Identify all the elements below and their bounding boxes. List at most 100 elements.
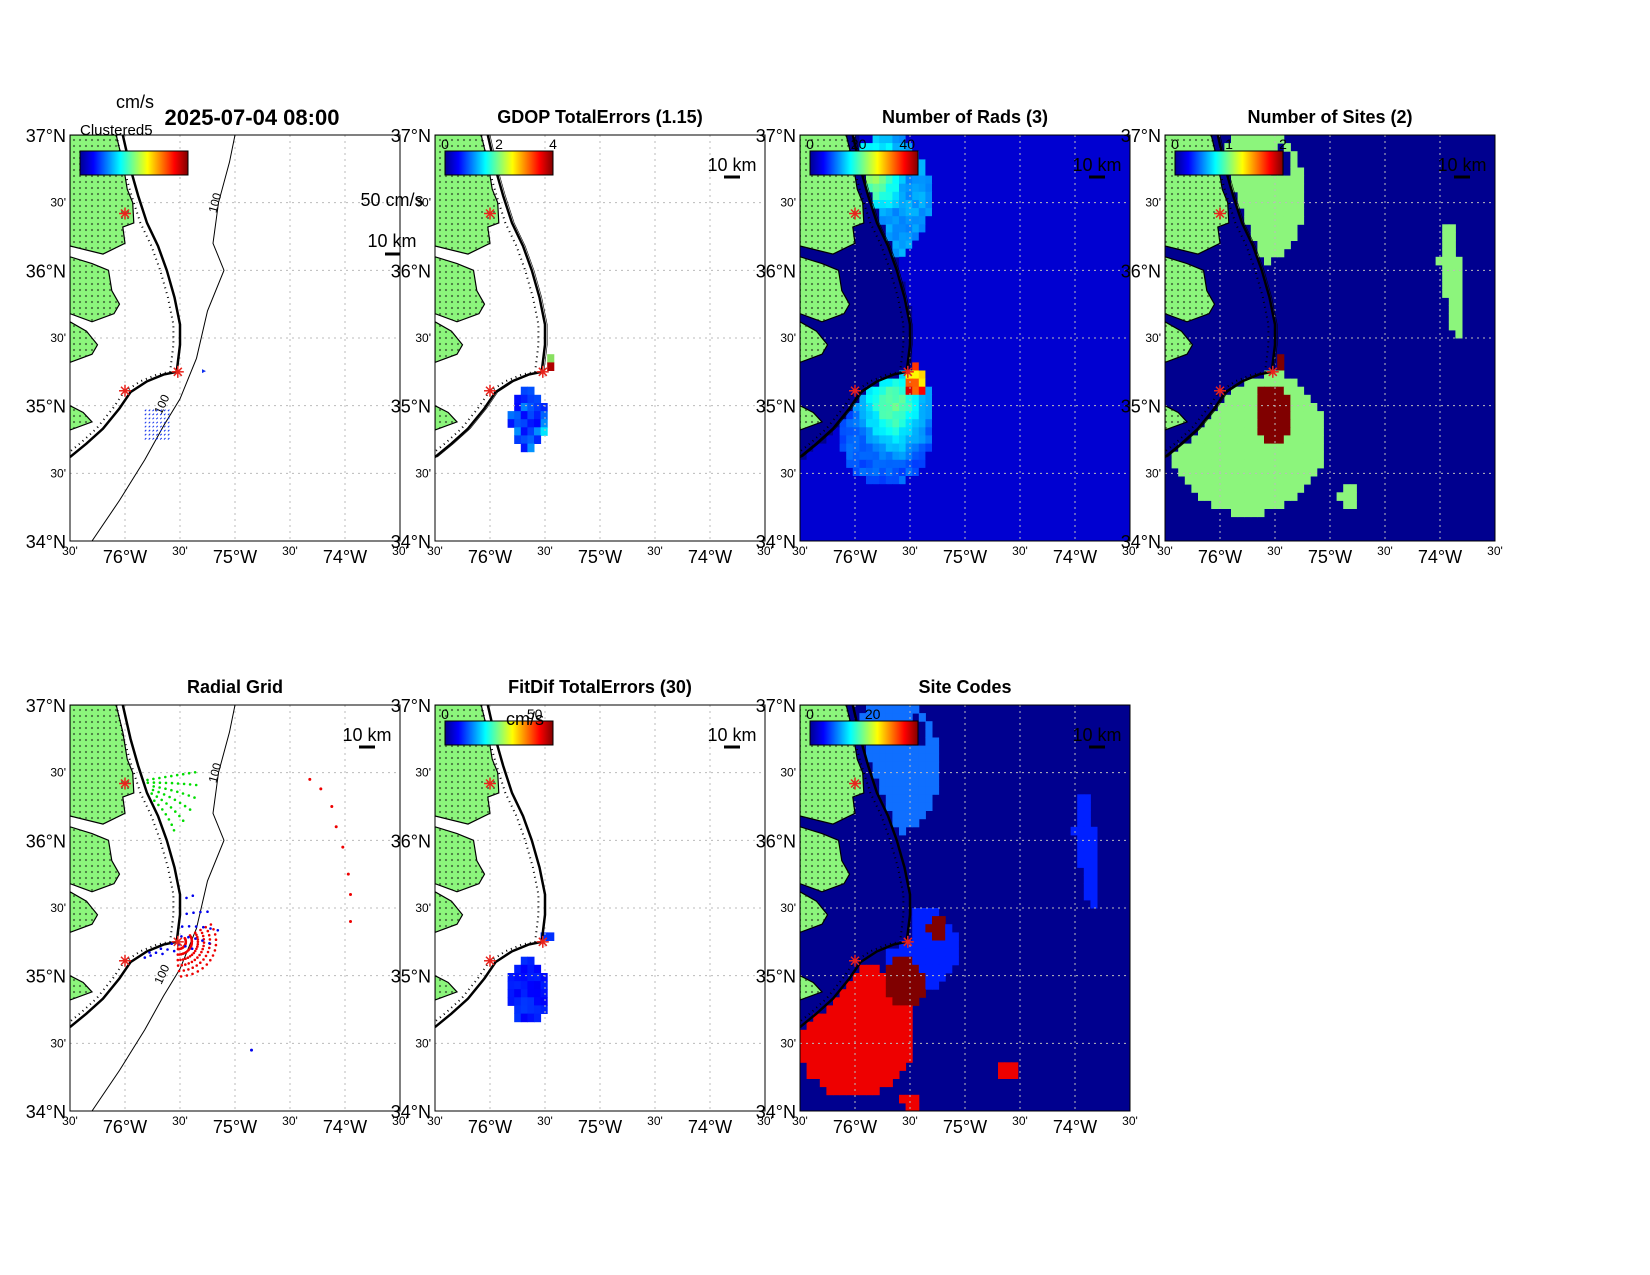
grid-cell <box>1217 467 1225 477</box>
grid-cell <box>945 411 953 420</box>
isobath-100 <box>91 135 236 541</box>
grid-cell <box>951 256 959 266</box>
grid-cell <box>1057 224 1065 233</box>
radial-point <box>162 793 166 796</box>
grid-cell <box>984 313 992 323</box>
grid-cell <box>1103 484 1111 493</box>
grid-cell <box>932 419 940 428</box>
velocity-arrow <box>167 425 170 428</box>
lat-tick-label: 30' <box>415 901 431 915</box>
grid-cell <box>879 989 887 998</box>
grid-cell <box>1004 508 1012 518</box>
radial-point <box>193 958 197 962</box>
grid-cell <box>991 313 999 323</box>
grid-cell <box>1097 467 1105 477</box>
grid-cell <box>905 476 913 485</box>
grid-cell <box>1044 394 1052 404</box>
grid-cell <box>932 362 940 371</box>
grid-cell <box>859 500 867 509</box>
grid-cell <box>1077 232 1085 241</box>
grid-cell <box>852 1062 860 1071</box>
grid-cell <box>872 403 880 412</box>
lon-tick-label: 30' <box>1122 1114 1138 1128</box>
grid-cell <box>1064 386 1072 396</box>
grid-cell <box>905 435 913 444</box>
grid-cell <box>998 419 1006 428</box>
grid-cell <box>905 281 913 290</box>
grid-cell <box>1050 297 1058 306</box>
radial-point <box>214 938 218 941</box>
grid-cell <box>806 524 814 534</box>
grid-cell <box>978 394 986 404</box>
grid-cell <box>918 459 926 469</box>
grid-cell <box>800 500 808 509</box>
grid-cell <box>1171 451 1179 461</box>
grid-cell <box>1090 378 1098 388</box>
coastline <box>800 135 912 459</box>
grid-cell <box>1097 256 1105 266</box>
lon-tick-label: 74°W <box>323 1117 367 1137</box>
grid-cell <box>852 403 860 412</box>
grid-cell <box>1277 386 1285 396</box>
grid-cell <box>918 208 926 217</box>
grid-cell <box>852 484 860 493</box>
grid-cell <box>1116 264 1124 274</box>
grid-cell <box>991 508 999 518</box>
grid-cell <box>1004 321 1012 331</box>
grid-cell <box>1083 851 1091 860</box>
grid-cell <box>1004 516 1012 526</box>
grid-cell <box>958 467 966 477</box>
colorbar-tick: 2 <box>1279 136 1287 152</box>
grid-cell <box>1270 232 1278 241</box>
grid-cell <box>951 208 959 217</box>
grid-cell <box>852 459 860 469</box>
grid-cell <box>998 329 1006 339</box>
grid-cell <box>892 135 900 144</box>
grid-cell <box>1011 524 1019 534</box>
grid-cell <box>1116 313 1124 323</box>
radial-point <box>176 790 179 794</box>
grid-cell <box>1083 883 1091 893</box>
grid-cell <box>1050 451 1058 461</box>
grid-cell <box>912 1102 920 1111</box>
grid-cell <box>912 524 920 534</box>
grid-cell <box>1224 435 1232 444</box>
grid-cell <box>1064 216 1072 225</box>
grid-cell <box>945 248 953 258</box>
grid-cell <box>971 508 979 518</box>
grid-cell <box>1037 354 1045 363</box>
grid-cell <box>984 451 992 461</box>
grid-cell <box>872 713 880 722</box>
grid-cell <box>885 386 893 396</box>
radial-point <box>158 776 161 780</box>
grid-cell <box>885 713 893 722</box>
grid-cell <box>1270 484 1278 493</box>
grid-cell <box>1297 386 1305 396</box>
grid-cell <box>1264 200 1272 209</box>
grid-cell <box>1231 451 1239 461</box>
grid-cell <box>514 973 522 982</box>
grid-cell <box>1264 143 1272 152</box>
grid-cell <box>1024 411 1032 420</box>
grid-cell <box>800 484 808 493</box>
grid-cell <box>1116 532 1124 541</box>
grid-cell <box>1097 183 1105 193</box>
grid-cell <box>1083 826 1091 836</box>
grid-cell <box>872 1062 880 1071</box>
grid-cell <box>1123 427 1130 436</box>
lon-tick-label: 74°W <box>323 547 367 567</box>
radial-point <box>178 814 181 818</box>
colorbar-tick: 4 <box>549 136 557 152</box>
grid-cell <box>879 1029 887 1039</box>
grid-cell <box>938 313 946 323</box>
grid-cell <box>1123 346 1130 355</box>
grid-cell <box>925 964 933 974</box>
grid-cell <box>971 492 979 501</box>
grid-cell <box>1204 435 1212 444</box>
grid-cell <box>951 500 959 509</box>
grid-cell <box>984 321 992 331</box>
grid-cell <box>1244 492 1252 501</box>
grid-cell <box>1011 135 1019 144</box>
grid-cell <box>1123 443 1130 453</box>
grid-cell <box>938 948 946 958</box>
